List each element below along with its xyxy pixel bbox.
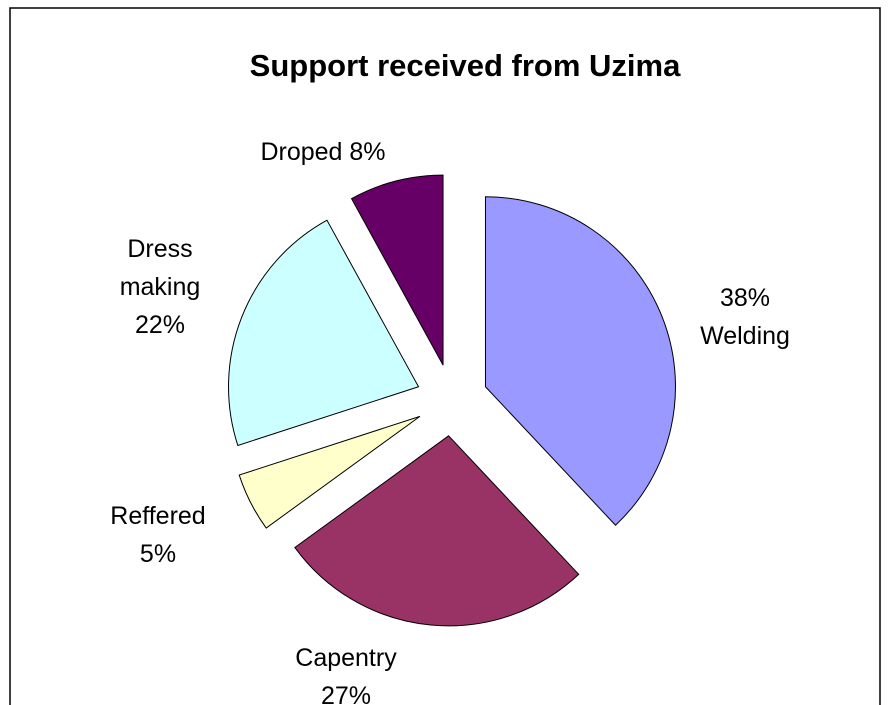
slice-value: 27% (320, 682, 372, 705)
slice-label: Reffered 5% (88, 497, 228, 573)
chart-title: Support received from Uzima (249, 48, 681, 83)
slice-label: Droped 8% (223, 133, 423, 171)
slice-value: 5% (139, 540, 177, 568)
pie-slice (238, 415, 421, 529)
slice-label: Capentry 27% (266, 639, 426, 705)
pie-slice (350, 174, 444, 366)
slice-value: 22% (134, 311, 186, 339)
pie-slice (294, 435, 580, 627)
pie-slice (228, 219, 420, 447)
slice-name: Dress making (119, 235, 201, 301)
slice-name: Reffered (110, 502, 206, 530)
slice-value: 8% (349, 138, 386, 166)
slice-name: Droped (260, 138, 343, 166)
slice-label: 38% Welding (675, 279, 815, 355)
slice-name: Welding (700, 322, 790, 350)
slice-value: 38% (719, 284, 771, 312)
slice-label: Dress making 22% (105, 230, 215, 344)
pie-slice (484, 196, 676, 526)
slice-name: Capentry (295, 644, 397, 672)
